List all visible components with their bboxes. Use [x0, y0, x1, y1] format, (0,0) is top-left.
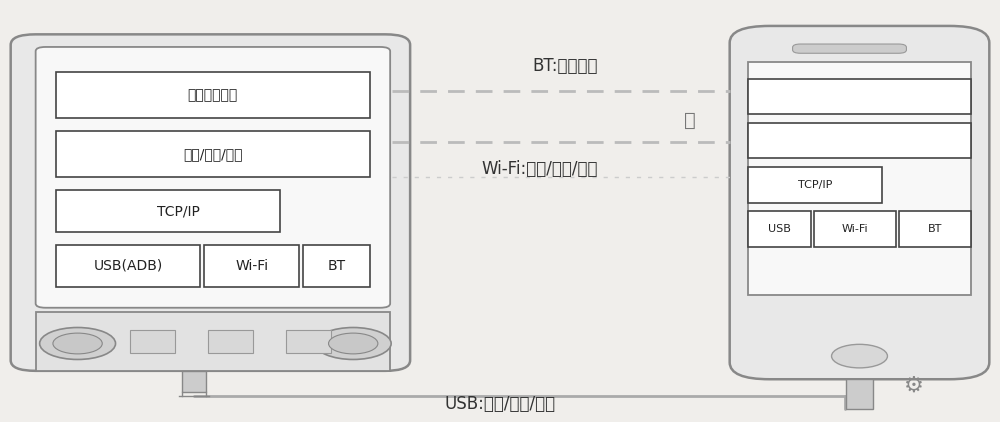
Text: USB:指令/视频/音频: USB:指令/视频/音频 — [444, 395, 556, 414]
Text: TCP/IP: TCP/IP — [157, 204, 199, 218]
Text: Wi-Fi: Wi-Fi — [235, 259, 268, 273]
Bar — [303, 245, 370, 287]
Bar — [899, 211, 971, 247]
Text: BT:通话音频: BT:通话音频 — [532, 57, 598, 75]
Bar — [56, 131, 370, 177]
Bar — [182, 371, 206, 392]
Bar — [814, 211, 896, 247]
Bar — [748, 167, 882, 203]
Text: ⚙: ⚙ — [904, 376, 924, 395]
FancyBboxPatch shape — [730, 26, 989, 379]
Circle shape — [329, 333, 378, 354]
Text: BT: BT — [928, 224, 943, 234]
FancyBboxPatch shape — [11, 34, 410, 371]
Bar — [56, 72, 370, 119]
Circle shape — [315, 327, 391, 360]
Text: USB: USB — [768, 224, 791, 234]
FancyBboxPatch shape — [36, 47, 390, 308]
Bar — [130, 330, 175, 353]
Bar — [56, 245, 200, 287]
Text: 指令/视频/音频: 指令/视频/音频 — [183, 147, 243, 161]
Text: 🤖: 🤖 — [684, 111, 696, 130]
Text: BT: BT — [328, 259, 346, 273]
Bar — [846, 379, 873, 408]
Bar — [36, 312, 390, 371]
Text: 人机交互接口: 人机交互接口 — [188, 88, 238, 102]
Text: TCP/IP: TCP/IP — [798, 180, 832, 190]
Bar — [286, 330, 331, 353]
Circle shape — [40, 327, 116, 360]
Text: Wi-Fi:指令/视频/音频: Wi-Fi:指令/视频/音频 — [482, 160, 598, 178]
Bar — [204, 245, 299, 287]
Circle shape — [832, 344, 887, 368]
Text: Wi-Fi: Wi-Fi — [842, 224, 868, 234]
Text: USB(ADB): USB(ADB) — [93, 259, 163, 273]
Bar — [208, 330, 253, 353]
Bar — [748, 123, 971, 158]
FancyBboxPatch shape — [793, 44, 906, 53]
Bar — [56, 190, 280, 232]
Circle shape — [53, 333, 102, 354]
Bar — [748, 62, 971, 295]
Bar — [748, 211, 811, 247]
Bar — [748, 78, 971, 114]
